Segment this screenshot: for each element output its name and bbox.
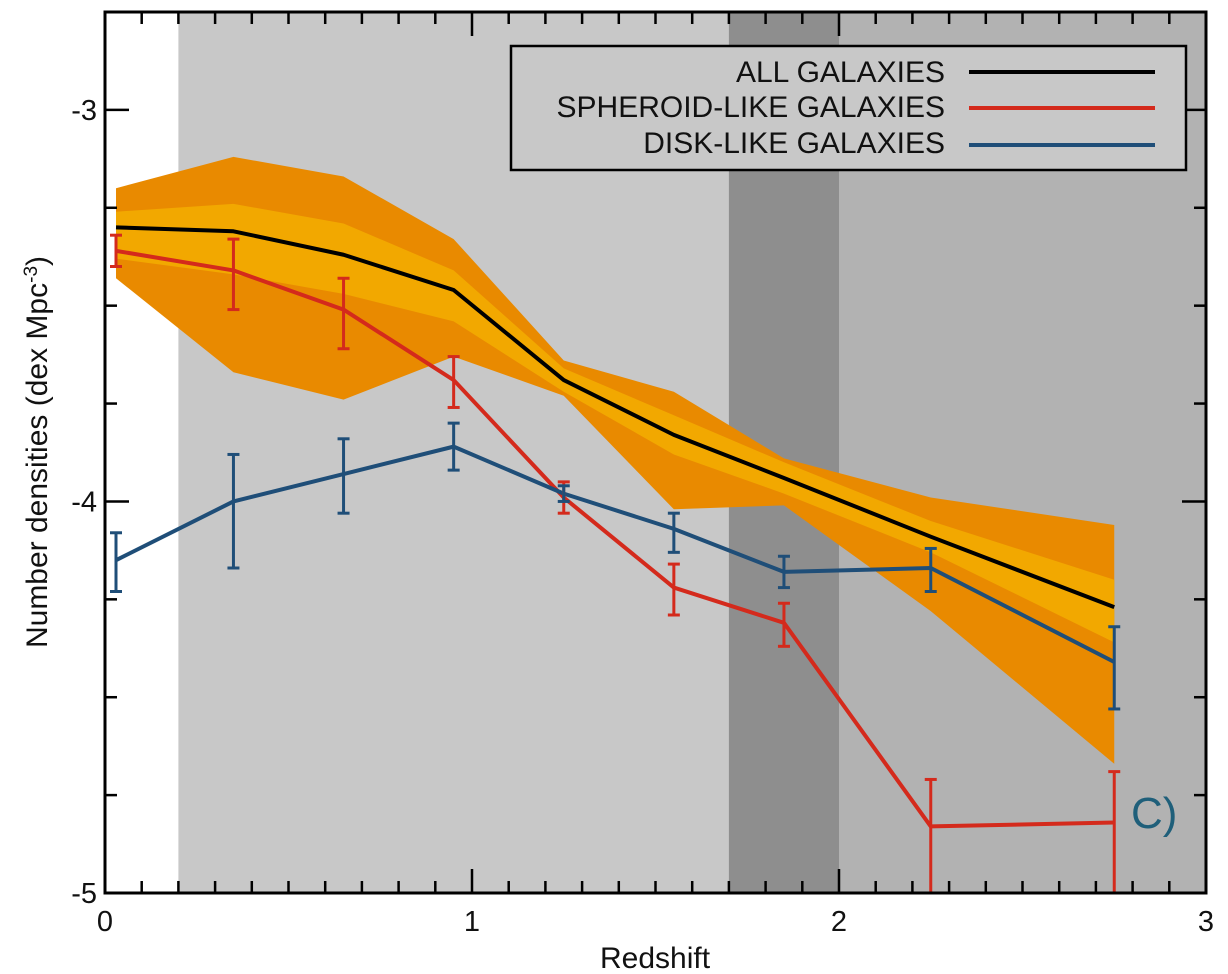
y-axis-label-exponent: -3 bbox=[21, 266, 42, 283]
uncertainty-bands bbox=[116, 156, 1115, 764]
error-bar-1-0 bbox=[110, 233, 123, 269]
error-bar-1-3 bbox=[447, 355, 460, 409]
error-bar-2-2 bbox=[337, 437, 350, 515]
series-line-0 bbox=[115, 225, 1115, 610]
legend: ALL GALAXIES SPHEROID-LIKE GALAXIES DISK… bbox=[509, 44, 1188, 172]
error-bar-2-0 bbox=[110, 531, 123, 594]
error-bar-1-5 bbox=[667, 562, 680, 617]
axis-ticks bbox=[103, 10, 1208, 895]
x-tick-label: 2 bbox=[831, 906, 847, 938]
error-bar-2-5 bbox=[667, 511, 680, 554]
x-axis-label: Redshift bbox=[600, 942, 711, 974]
error-bar-2-3 bbox=[447, 421, 460, 472]
error-bar-1-2 bbox=[337, 276, 350, 351]
panel-label: C) bbox=[1131, 789, 1177, 838]
error-bar-2-6 bbox=[777, 554, 790, 590]
y-axis-label-close: ) bbox=[21, 256, 54, 266]
x-tick-label: 1 bbox=[464, 906, 480, 938]
x-tick-label: 3 bbox=[1198, 906, 1214, 938]
legend-label-disk: DISK-LIKE GALAXIES bbox=[643, 127, 945, 160]
band-outer bbox=[116, 156, 1115, 764]
band-inner bbox=[116, 203, 1115, 643]
error-bar-1-1 bbox=[227, 237, 240, 312]
y-axis-label: Number densities (dex Mpc-3) bbox=[21, 256, 55, 648]
error-bar-2-4 bbox=[557, 484, 570, 503]
legend-label-spheroid: SPHEROID-LIKE GALAXIES bbox=[557, 91, 945, 124]
error-bar-2-8 bbox=[1108, 625, 1121, 711]
error-bar-2-7 bbox=[924, 546, 937, 594]
y-tick-label: -4 bbox=[71, 486, 97, 518]
y-tick-label: -5 bbox=[71, 878, 97, 910]
x-tick-label: 0 bbox=[97, 906, 113, 938]
error-bar-1-6 bbox=[777, 601, 790, 648]
y-tick-label: -3 bbox=[71, 95, 97, 127]
y-axis-label-main: Number densities (dex Mpc bbox=[21, 283, 54, 648]
tick-labels: 0 1 2 3 -3 -4 -5 bbox=[71, 95, 1214, 938]
error-bar-2-1 bbox=[227, 452, 240, 570]
legend-label-all: ALL GALAXIES bbox=[736, 56, 945, 89]
